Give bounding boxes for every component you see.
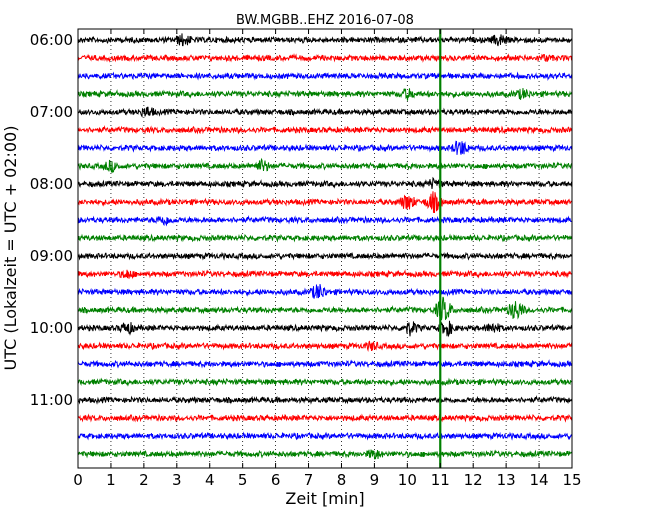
x-axis-ticks: 0 1 2 3 4 5 6 7 8 9 10 11 12 13 14 15 bbox=[73, 29, 582, 489]
x-tick-label-13: 13 bbox=[497, 471, 516, 489]
trace-0730 bbox=[77, 140, 573, 155]
trace-1145 bbox=[77, 449, 573, 460]
trace-1015 bbox=[77, 340, 573, 353]
x-tick-label-2: 2 bbox=[139, 471, 149, 489]
x-tick-label-15: 15 bbox=[562, 471, 581, 489]
y-tick-label-2: 08:00 bbox=[30, 175, 73, 193]
trace-1000 bbox=[77, 320, 573, 338]
trace-0700 bbox=[77, 106, 573, 118]
y-tick-label-0: 06:00 bbox=[30, 31, 73, 49]
chart-title: BW.MGBB..EHZ 2016-07-08 bbox=[236, 13, 414, 28]
y-tick-label-1: 07:00 bbox=[30, 103, 73, 121]
x-tick-label-0: 0 bbox=[73, 471, 83, 489]
x-tick-label-10: 10 bbox=[398, 471, 417, 489]
trace-1115 bbox=[77, 413, 573, 423]
trace-0745 bbox=[77, 157, 573, 174]
trace-0715 bbox=[77, 125, 573, 135]
trace-group bbox=[77, 33, 573, 460]
trace-0845 bbox=[77, 233, 573, 243]
x-tick-label-14: 14 bbox=[530, 471, 549, 489]
trace-0600 bbox=[77, 33, 573, 47]
trace-0630 bbox=[77, 71, 573, 82]
y-tick-label-4: 10:00 bbox=[30, 319, 73, 337]
trace-1130 bbox=[77, 431, 573, 441]
y-tick-label-3: 09:00 bbox=[30, 247, 73, 265]
trace-0645 bbox=[77, 88, 573, 101]
x-tick-label-4: 4 bbox=[205, 471, 215, 489]
x-tick-label-3: 3 bbox=[172, 471, 182, 489]
trace-0800 bbox=[77, 176, 573, 189]
x-tick-label-1: 1 bbox=[106, 471, 116, 489]
x-tick-label-8: 8 bbox=[337, 471, 347, 489]
x-axis-label: Zeit [min] bbox=[285, 489, 364, 508]
y-axis-label: UTC (Lokalzeit = UTC + 02:00) bbox=[1, 126, 20, 371]
x-tick-label-11: 11 bbox=[431, 471, 450, 489]
trace-0615 bbox=[77, 52, 573, 63]
trace-1100 bbox=[77, 395, 573, 405]
y-tick-label-5: 11:00 bbox=[30, 391, 73, 409]
trace-0930 bbox=[77, 284, 573, 299]
x-tick-label-12: 12 bbox=[464, 471, 483, 489]
x-tick-label-6: 6 bbox=[271, 471, 281, 489]
trace-0900 bbox=[77, 251, 573, 261]
trace-0815 bbox=[77, 191, 573, 214]
x-tick-label-5: 5 bbox=[238, 471, 248, 489]
trace-0830 bbox=[77, 215, 573, 227]
x-tick-label-7: 7 bbox=[304, 471, 314, 489]
trace-1030 bbox=[77, 359, 572, 369]
trace-0945 bbox=[77, 296, 573, 321]
plot-frame bbox=[77, 28, 573, 469]
trace-0915 bbox=[77, 269, 573, 280]
trace-1045 bbox=[77, 377, 573, 387]
y-axis-ticks: 06:00 07:00 08:00 09:00 10:00 11:00 bbox=[30, 31, 572, 409]
x-tick-label-9: 9 bbox=[370, 471, 380, 489]
